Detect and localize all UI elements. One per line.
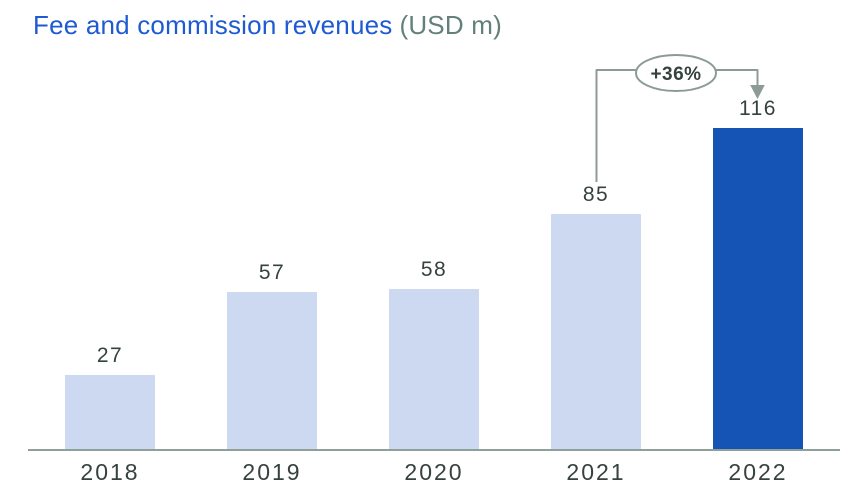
bar-value-label-2018: 27: [96, 344, 124, 367]
bar-2021: [551, 214, 641, 450]
x-axis-tick-label-2022: 2022: [728, 459, 788, 485]
x-axis-tick-label-2019: 2019: [242, 459, 302, 485]
chart-title-unit: (USD m): [399, 10, 502, 40]
bar-value-label-2022: 116: [739, 97, 777, 120]
bar-2019: [227, 292, 317, 450]
bar-2020: [389, 289, 479, 450]
chart-title-text: Fee and commission revenues: [33, 10, 393, 40]
x-axis-tick-label-2020: 2020: [404, 459, 464, 485]
bar-value-label-2020: 58: [420, 258, 448, 281]
bar-2018: [65, 375, 155, 450]
x-axis-tick-label-2021: 2021: [566, 459, 626, 485]
x-axis-tick-label-2018: 2018: [80, 459, 140, 485]
chart-title: Fee and commission revenues (USD m): [33, 10, 502, 41]
x-axis-line: [28, 449, 840, 451]
bar-value-label-2021: 85: [582, 183, 610, 206]
bar-2022: [713, 128, 803, 450]
bar-value-label-2019: 57: [258, 261, 286, 284]
